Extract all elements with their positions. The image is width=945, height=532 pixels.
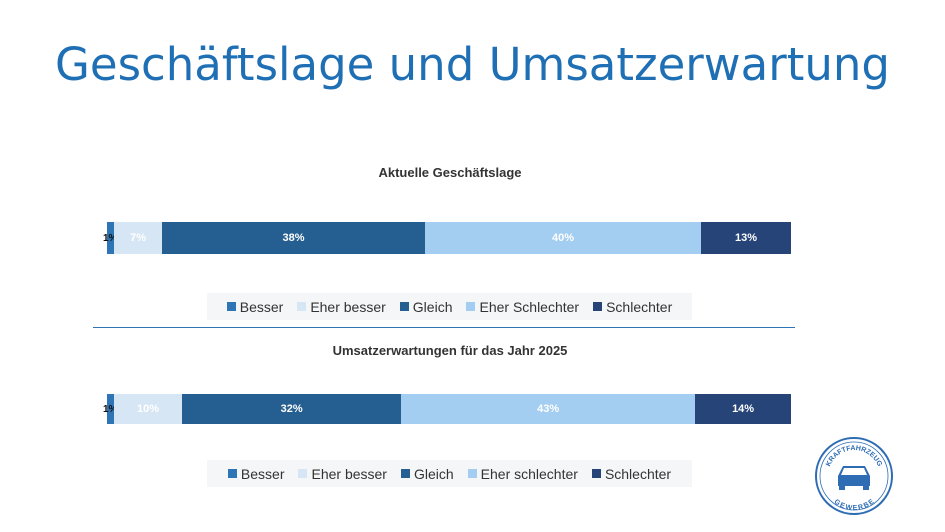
- data-label: 7%: [130, 232, 147, 244]
- divider: [93, 327, 795, 328]
- legend-item: Besser: [226, 298, 284, 315]
- bar-segment-eher-schlechter: 40%: [424, 222, 702, 254]
- legend-2: Besser Eher besser Gleich Eher schlechter Sc…: [207, 460, 692, 487]
- legend-swatch: [591, 469, 601, 478]
- legend-label: Eher besser: [310, 298, 386, 315]
- data-label: 43%: [537, 403, 560, 415]
- page-title: Geschäftslage und Umsatzerwartung: [55, 38, 890, 91]
- legend-label: Schlechter: [604, 465, 672, 482]
- kraftfahrzeug-gewerbe-logo: KRAFTFAHRZEUG GEWERBE: [815, 437, 893, 515]
- bar-segment-eher-schlechter: 43%: [401, 394, 696, 424]
- bar-segment-eher-besser: 10%: [113, 394, 183, 424]
- legend-swatch: [227, 469, 237, 478]
- legend-swatch: [466, 302, 476, 311]
- legend-swatch: [297, 302, 307, 311]
- legend-label: Besser: [240, 465, 285, 482]
- legend-item: Besser: [227, 465, 285, 482]
- data-label: 13%: [735, 232, 758, 244]
- legend-item: Eher besser: [298, 465, 387, 482]
- legend-item: Gleich: [399, 298, 453, 315]
- bar-segment-besser: 1%: [103, 394, 117, 424]
- legend-swatch: [400, 469, 410, 478]
- legend-1: Besser Eher besser Gleich Eher Schlechter Sc…: [207, 293, 692, 320]
- data-label: 1%: [103, 232, 118, 244]
- legend-swatch: [298, 469, 308, 478]
- bar-segment-schlechter: 13%: [701, 222, 791, 254]
- stacked-bar-2: 1% 10% 32% 43% 14%: [103, 394, 791, 424]
- legend-item: Gleich: [400, 465, 454, 482]
- chart-title-2: Umsatzerwartungen für das Jahr 2025: [332, 343, 568, 358]
- data-label: 32%: [280, 403, 303, 415]
- legend-item: Eher besser: [297, 298, 386, 315]
- legend-item: Eher schlechter: [467, 465, 578, 482]
- bar-segment-gleich: 32%: [182, 394, 402, 424]
- data-label: 40%: [551, 232, 574, 244]
- legend-label: Schlechter: [606, 298, 673, 315]
- legend-swatch: [226, 302, 236, 311]
- legend-label: Eher besser: [311, 465, 387, 482]
- legend-label: Gleich: [413, 465, 454, 482]
- legend-label: Gleich: [412, 298, 453, 315]
- bar-segment-gleich: 38%: [162, 222, 425, 254]
- legend-swatch: [467, 469, 477, 478]
- data-label: 1%: [103, 403, 118, 415]
- legend-swatch: [593, 302, 603, 311]
- bar-segment-schlechter: 14%: [695, 394, 791, 424]
- stacked-bar-1: 1% 7% 38% 40% 13%: [103, 222, 791, 254]
- bar-segment-eher-besser: 7%: [113, 222, 163, 254]
- bar-segment-besser: 1%: [103, 222, 117, 254]
- data-label: 10%: [137, 403, 160, 415]
- legend-item: Eher Schlechter: [466, 299, 579, 315]
- legend-item: Schlechter: [591, 465, 672, 482]
- legend-swatch: [399, 302, 409, 311]
- chart-title-1: Aktuelle Geschäftslage: [378, 165, 522, 180]
- legend-label: Eher schlechter: [480, 465, 578, 482]
- data-label: 38%: [282, 232, 305, 244]
- legend-label: Eher Schlechter: [479, 298, 580, 315]
- data-label: 14%: [732, 403, 755, 415]
- legend-item: Schlechter: [593, 299, 672, 315]
- legend-label: Besser: [239, 298, 284, 315]
